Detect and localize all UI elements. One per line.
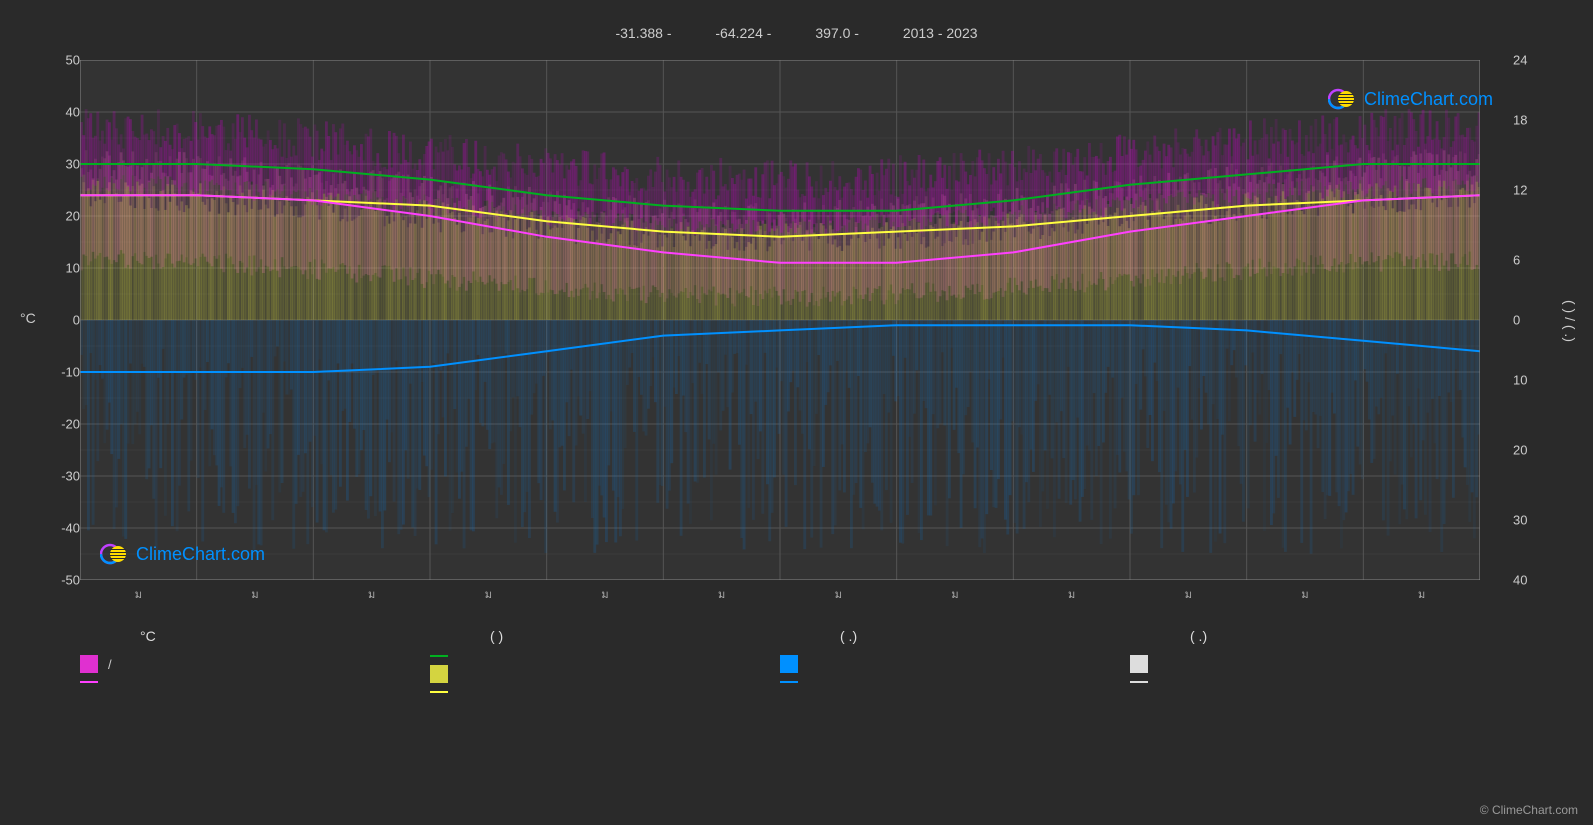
y-axis-right-ticks: 2418126010203040 <box>1513 60 1548 580</box>
brand-text: ClimeChart.com <box>136 544 265 565</box>
y-axis-left-label: °C <box>20 310 36 326</box>
legend: / <box>80 655 1480 693</box>
legend-item <box>430 655 780 657</box>
legend-item <box>780 655 1130 673</box>
legend-item: / <box>80 655 430 673</box>
brand-logo-top: ClimeChart.com <box>1328 85 1493 113</box>
legend-item <box>80 681 430 683</box>
header-years: 2013 - 2023 <box>903 25 978 41</box>
legend-headers: °C( )( .)( .) <box>80 628 1480 644</box>
brand-text: ClimeChart.com <box>1364 89 1493 110</box>
climate-chart <box>80 60 1480 580</box>
header-lon: -64.224 - <box>715 25 771 41</box>
legend-item <box>780 681 1130 683</box>
climechart-icon <box>100 540 128 568</box>
header-elev: 397.0 - <box>815 25 859 41</box>
copyright: © ClimeChart.com <box>1480 803 1578 817</box>
header-info: -31.388 - -64.224 - 397.0 - 2013 - 2023 <box>0 25 1593 41</box>
legend-item <box>430 691 780 693</box>
y-axis-right-label: ( ) / ( .) <box>1562 300 1578 342</box>
header-lat: -31.388 - <box>615 25 671 41</box>
brand-logo-bottom: ClimeChart.com <box>100 540 265 568</box>
legend-item <box>1130 681 1480 683</box>
climechart-icon <box>1328 85 1356 113</box>
legend-item <box>1130 655 1480 673</box>
y-axis-left-ticks: 50403020100-10-20-30-40-50 <box>45 60 80 580</box>
legend-item <box>430 665 780 683</box>
